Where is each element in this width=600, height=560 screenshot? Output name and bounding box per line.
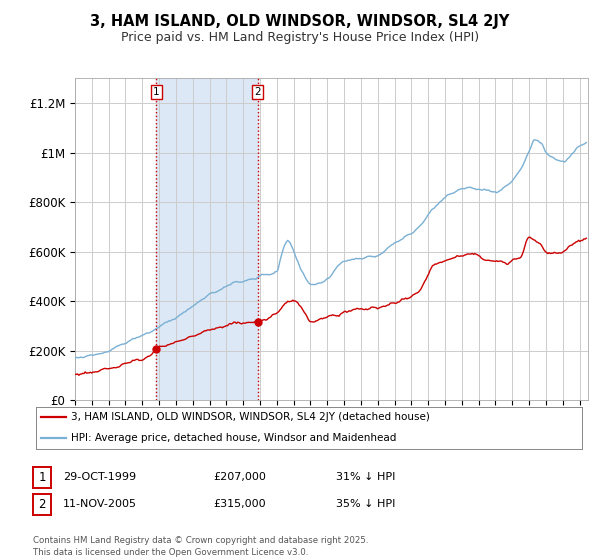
Text: 29-OCT-1999: 29-OCT-1999 bbox=[63, 472, 136, 482]
Text: £315,000: £315,000 bbox=[213, 499, 266, 509]
Text: 31% ↓ HPI: 31% ↓ HPI bbox=[336, 472, 395, 482]
Bar bbox=[156, 78, 258, 400]
Text: HPI: Average price, detached house, Windsor and Maidenhead: HPI: Average price, detached house, Wind… bbox=[71, 433, 397, 443]
Text: 3, HAM ISLAND, OLD WINDSOR, WINDSOR, SL4 2JY: 3, HAM ISLAND, OLD WINDSOR, WINDSOR, SL4… bbox=[91, 14, 509, 29]
Text: 2: 2 bbox=[254, 87, 261, 97]
Text: Price paid vs. HM Land Registry's House Price Index (HPI): Price paid vs. HM Land Registry's House … bbox=[121, 31, 479, 44]
Text: £207,000: £207,000 bbox=[213, 472, 266, 482]
Text: 1: 1 bbox=[153, 87, 160, 97]
Text: Contains HM Land Registry data © Crown copyright and database right 2025.
This d: Contains HM Land Registry data © Crown c… bbox=[33, 536, 368, 557]
Text: 3, HAM ISLAND, OLD WINDSOR, WINDSOR, SL4 2JY (detached house): 3, HAM ISLAND, OLD WINDSOR, WINDSOR, SL4… bbox=[71, 412, 430, 422]
Text: 1: 1 bbox=[38, 471, 46, 484]
Text: 2: 2 bbox=[38, 498, 46, 511]
Text: 11-NOV-2005: 11-NOV-2005 bbox=[63, 499, 137, 509]
Text: 35% ↓ HPI: 35% ↓ HPI bbox=[336, 499, 395, 509]
